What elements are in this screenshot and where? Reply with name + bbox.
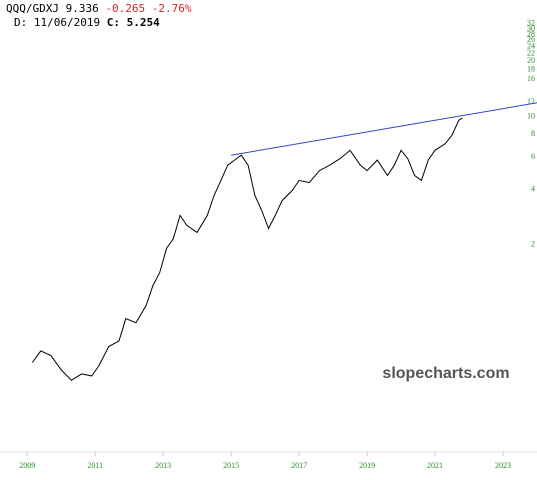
y-tick-label: 12 [527,97,535,106]
x-tick-label: 2021 [427,461,443,470]
y-tick-label: 26 [527,35,535,44]
y-tick-label: 18 [527,64,535,73]
x-tick-label: 2019 [359,461,375,470]
y-tick-label: 32 [527,19,535,28]
change-pct: -2.76% [152,2,192,15]
close: 5.254 [127,16,160,29]
last-price: 9.336 [66,2,99,15]
y-tick-label: 4 [531,184,535,193]
x-tick-label: 2009 [19,461,35,470]
y-tick-label: 28 [527,29,535,38]
change: -0.265 [105,2,145,15]
y-tick-label: 8 [531,129,535,138]
x-tick-label: 2017 [291,461,307,470]
y-tick-label: 22 [527,48,535,57]
close-label: C: [107,16,120,29]
header-line-1: QQQ/GDXJ 9.336 -0.265 -2.76% [6,2,192,15]
y-tick-label: 16 [527,74,535,83]
x-tick-label: 2015 [223,461,239,470]
symbol: QQQ/GDXJ [6,2,59,15]
trendline [231,102,537,156]
date: 11/06/2019 [34,16,100,29]
header-line-2: D: 11/06/2019 C: 5.254 [14,16,160,29]
y-tick-label: 10 [527,111,535,120]
price-line [31,117,463,381]
y-tick-label: 2 [531,240,535,249]
watermark: slopecharts.com [382,365,509,382]
x-tick-label: 2023 [495,461,511,470]
y-tick-label: 6 [531,152,535,161]
x-tick-label: 2013 [155,461,171,470]
date-label: D: [14,16,27,29]
y-tick-label: 30 [527,24,535,33]
y-tick-label: 24 [527,42,535,51]
x-tick-label: 2011 [87,461,103,470]
y-tick-label: 20 [527,56,535,65]
